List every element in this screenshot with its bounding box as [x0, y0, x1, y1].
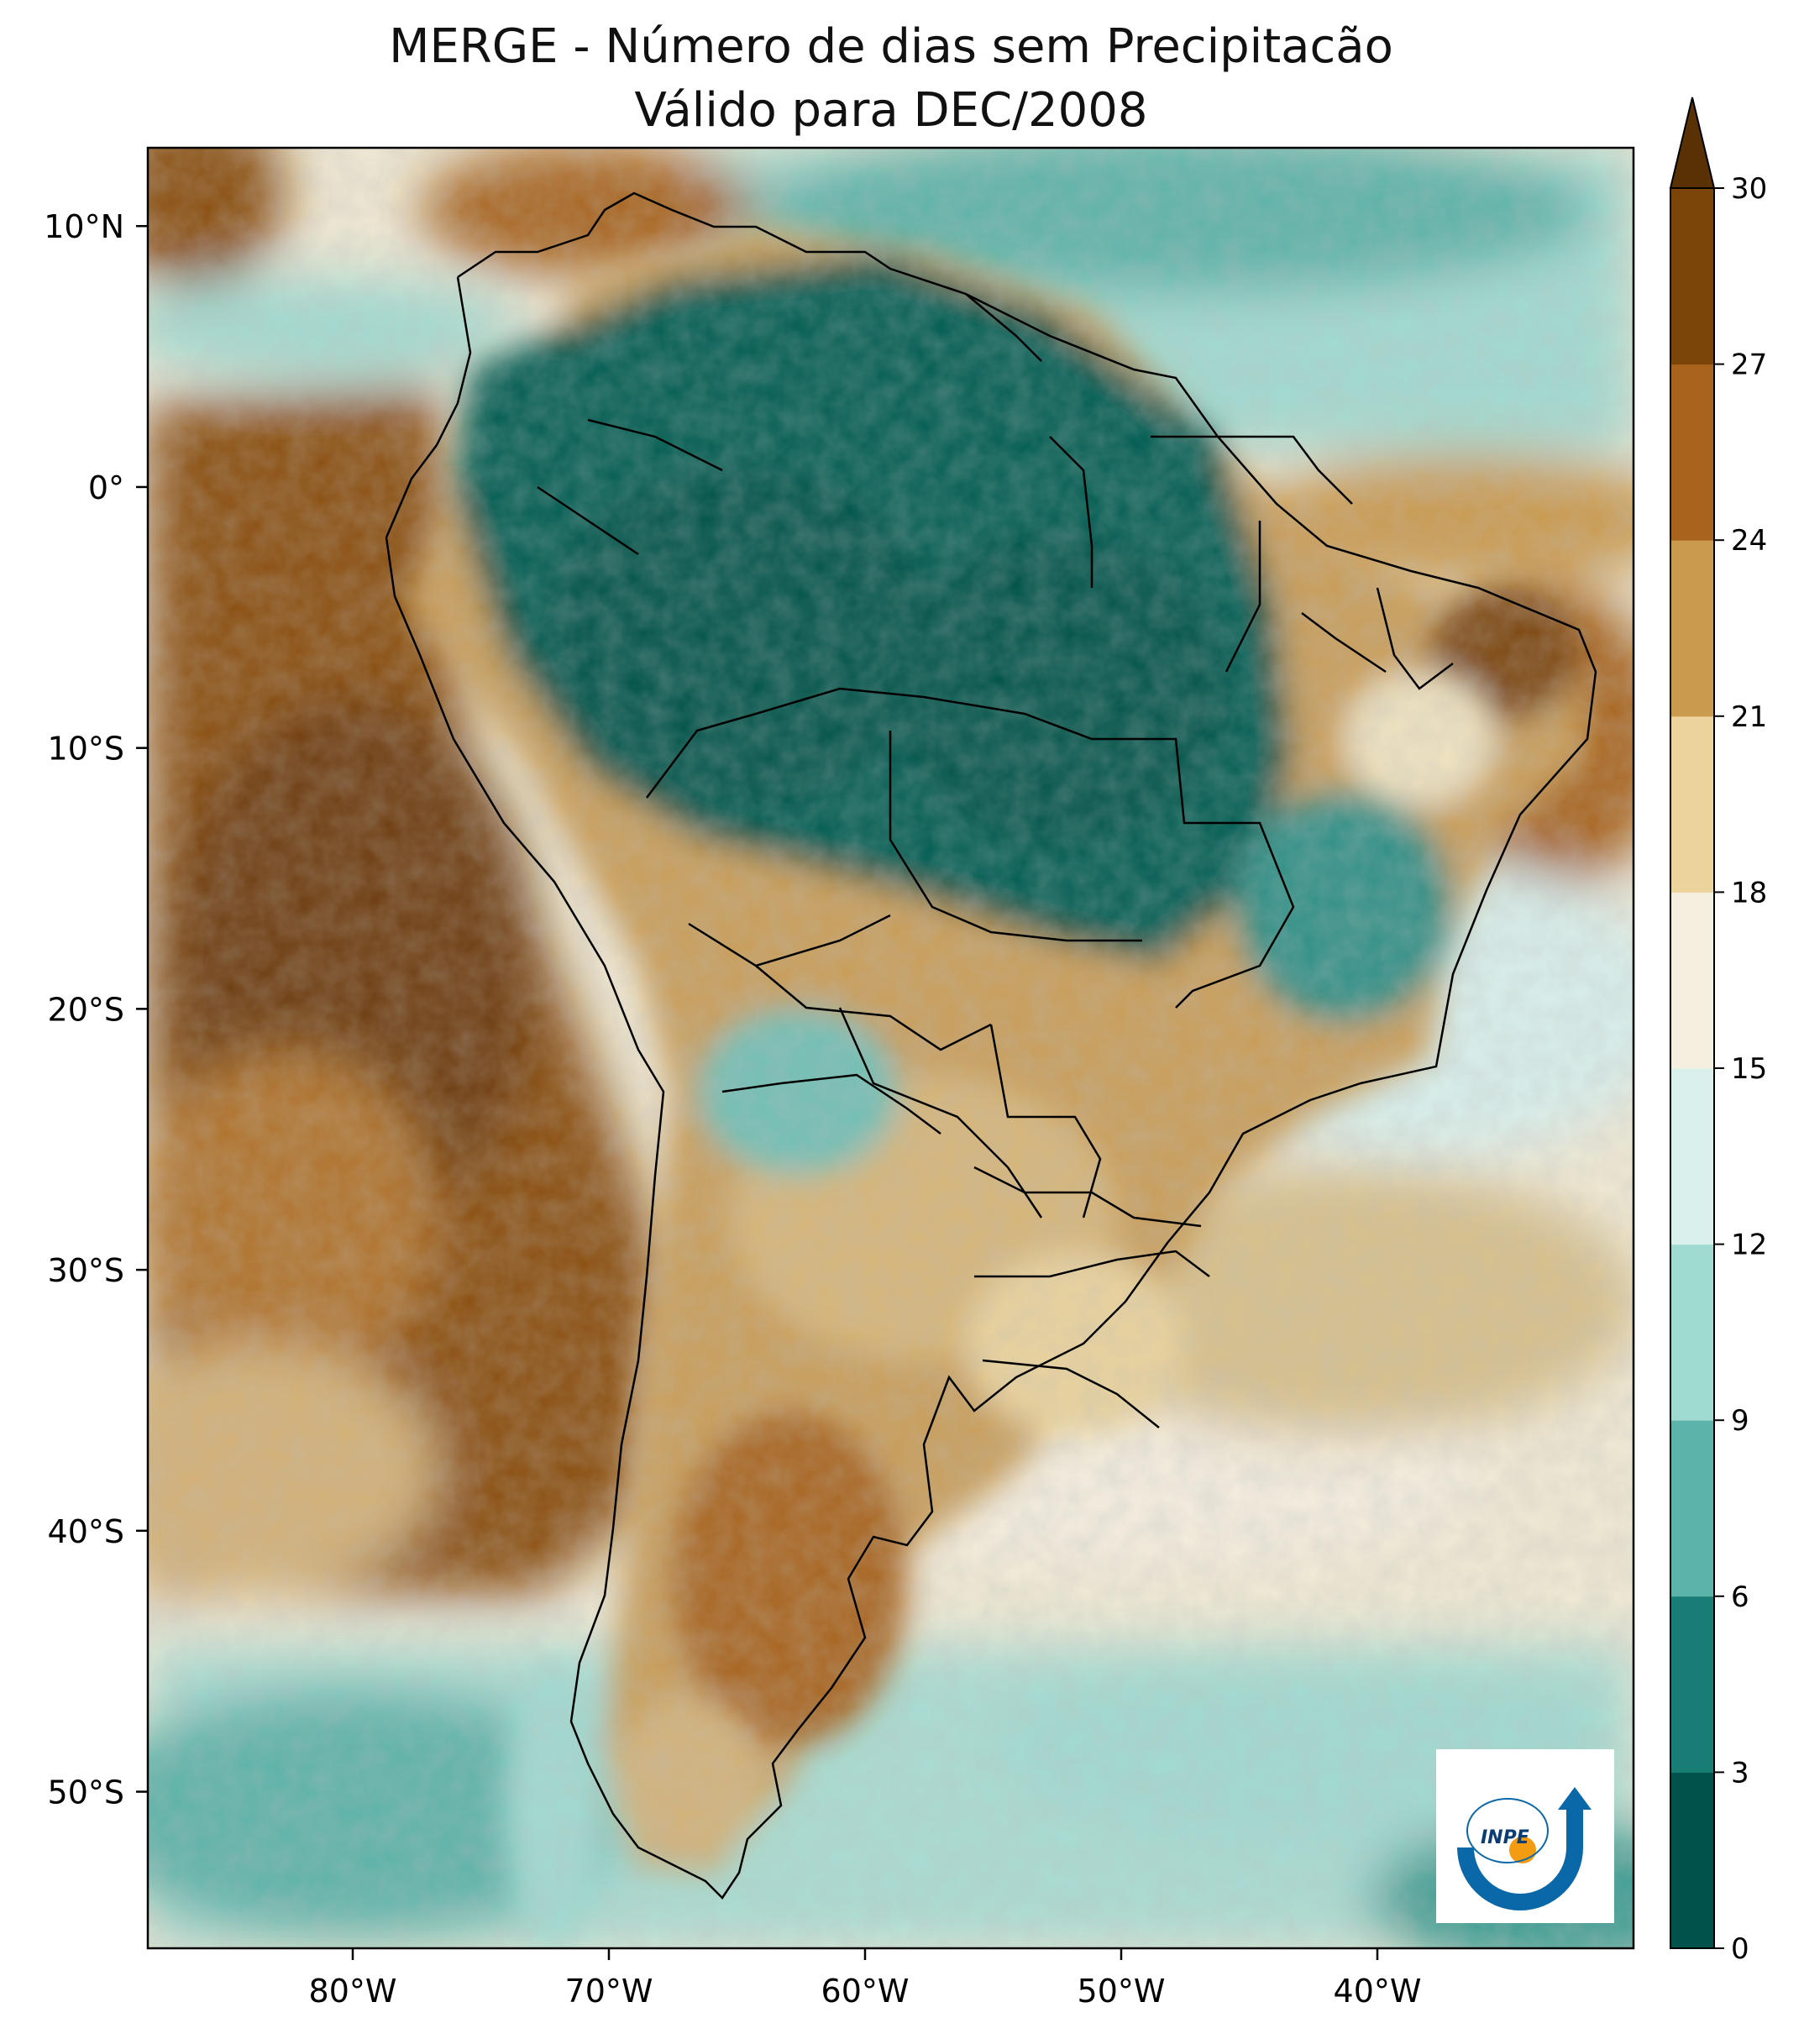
lat-tick-label: 50°S	[48, 1774, 124, 1811]
colorbar-segment	[1670, 1596, 1714, 1773]
colorbar-segment	[1670, 892, 1714, 1069]
axis-ticks: 10°N 0° 10°S 20°S 30°S 40°S 50°S 80°W 70°W 60°W 50…	[44, 208, 1421, 2010]
colorbar-tick-label: 12	[1731, 1229, 1767, 1262]
colorbar-tick-label: 27	[1731, 349, 1767, 382]
colorbar-tick-label: 3	[1731, 1756, 1749, 1790]
lon-tick-label: 60°W	[821, 1973, 910, 2010]
colorbar-segment	[1670, 1420, 1714, 1597]
svg-text:INPE: INPE	[1481, 1827, 1529, 1848]
lon-tick-label: 40°W	[1334, 1973, 1422, 2010]
lat-tick-label: 40°S	[48, 1513, 124, 1550]
colorbar-tick-label: 6	[1731, 1580, 1749, 1614]
map-subtitle: Válido para DEC/2008	[634, 83, 1148, 138]
plot-frame	[146, 146, 1635, 1950]
colorbar-tick-label: 30	[1731, 172, 1767, 206]
lon-tick-label: 70°W	[565, 1973, 653, 2010]
colorbar-tick-label: 24	[1731, 524, 1767, 558]
colorbar-segment	[1670, 540, 1714, 717]
colorbar-tick-label: 18	[1731, 876, 1767, 909]
lat-tick-label: 10°N	[44, 208, 124, 245]
colorbar: 0 3 6 9 12 15 18 21 24 27 30	[1669, 97, 1767, 1966]
colorbar-tick-label: 21	[1731, 700, 1767, 734]
inpe-logo: INPE	[1436, 1749, 1614, 1923]
colorbar-segment	[1670, 1772, 1714, 1949]
colorbar-segment	[1670, 1068, 1714, 1245]
colorbar-segment	[1670, 188, 1714, 365]
colorbar-segment	[1670, 715, 1714, 893]
colorbar-extend-arrow	[1669, 97, 1716, 189]
colorbar-tick-label: 0	[1731, 1932, 1749, 1966]
country-borders	[385, 191, 1597, 1900]
lon-tick-label: 50°W	[1078, 1973, 1166, 2010]
lat-tick-label: 0°	[88, 469, 124, 506]
map-field	[148, 148, 1634, 1948]
colorbar-segment	[1670, 1244, 1714, 1421]
lon-tick-label: 80°W	[309, 1973, 397, 2010]
map-title: MERGE - Número de dias sem Precipitacão	[389, 19, 1393, 74]
lat-tick-label: 30°S	[48, 1252, 124, 1289]
colorbar-tick-label: 15	[1731, 1052, 1767, 1086]
colorbar-segment	[1670, 364, 1714, 541]
lat-tick-label: 10°S	[48, 731, 124, 768]
lat-tick-label: 20°S	[48, 991, 124, 1028]
colorbar-tick-label: 9	[1731, 1404, 1749, 1438]
